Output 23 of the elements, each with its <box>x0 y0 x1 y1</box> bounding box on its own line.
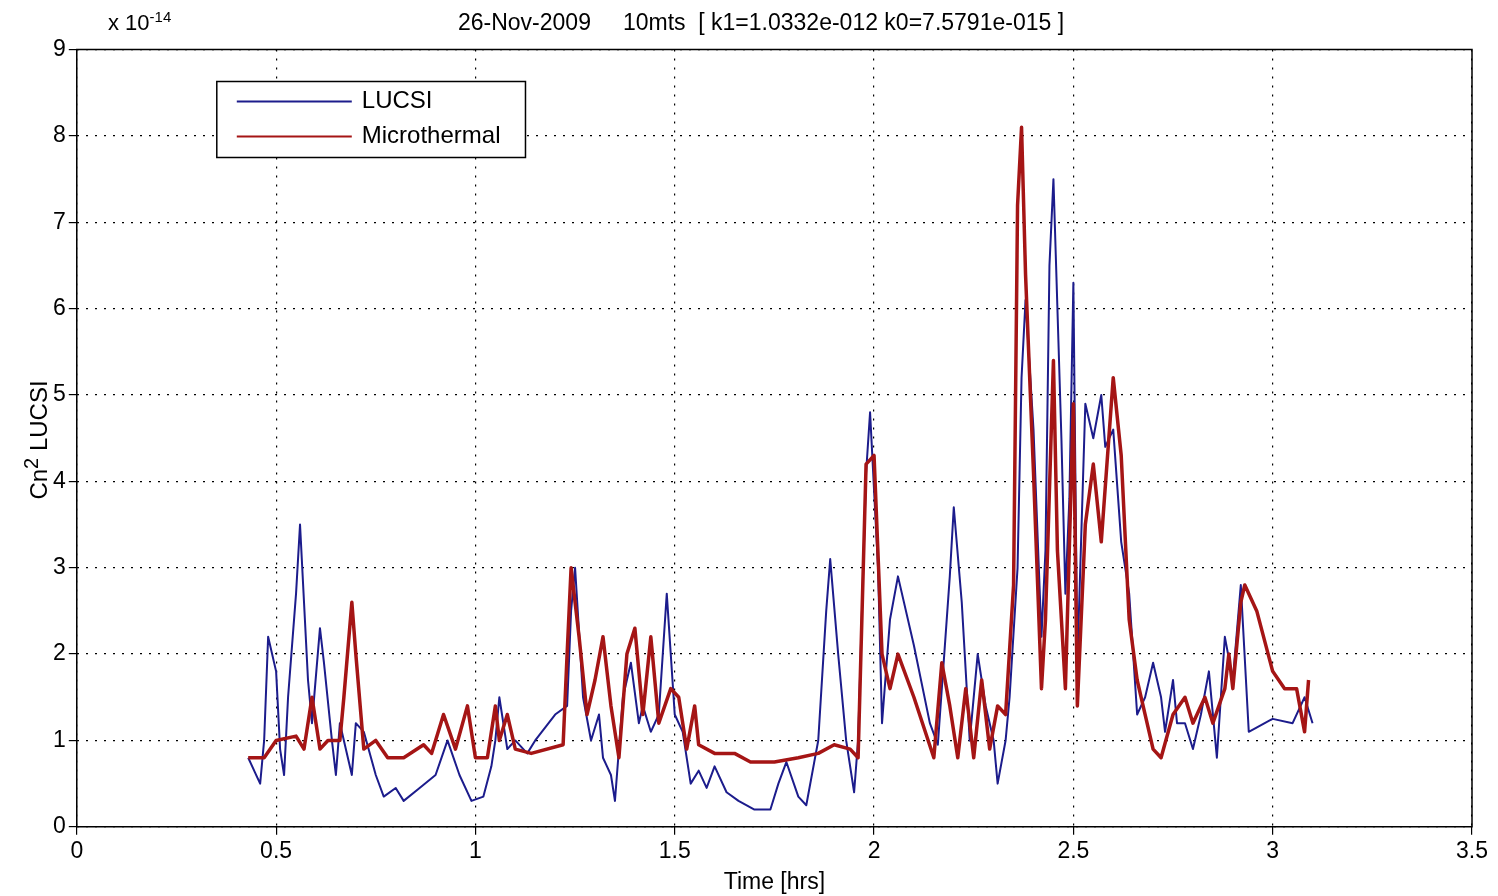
x-tick-label: 1 <box>469 836 482 863</box>
y-tick-label: 1 <box>52 725 66 752</box>
x-tick-label: 1.5 <box>658 836 691 863</box>
chart-title: 26-Nov-2009 10mts [ k1=1.0332e-012 k0=7.5791e-015 ] <box>457 9 1065 36</box>
x-tick-label: 0 <box>70 836 84 863</box>
x-tick-label: 0.5 <box>260 836 293 863</box>
y-tick-label: 6 <box>52 294 66 321</box>
text: x 10$^{-14}$ <box>108 8 172 37</box>
y-tick-label: 5 <box>52 380 66 407</box>
y-tick-label: 7 <box>52 207 66 234</box>
y-tick-label: 2 <box>52 639 66 666</box>
x-tick-label: 2 <box>867 836 881 863</box>
legend-label: LUCSI <box>361 86 433 114</box>
legend-label: Microthermal <box>361 121 501 149</box>
y-tick-label: 8 <box>52 121 66 148</box>
x-tick-label: 3.5 <box>1456 836 1488 863</box>
y-tick-label: 4 <box>52 466 66 493</box>
y-tick-label: 0 <box>52 812 66 839</box>
x-tick-label: 3 <box>1266 836 1280 863</box>
y-tick-label: 3 <box>52 553 66 580</box>
x-tick-label: 2.5 <box>1057 836 1090 863</box>
y-tick-label: 9 <box>52 34 66 61</box>
x-axis-title: Time [hrs] <box>723 867 826 894</box>
